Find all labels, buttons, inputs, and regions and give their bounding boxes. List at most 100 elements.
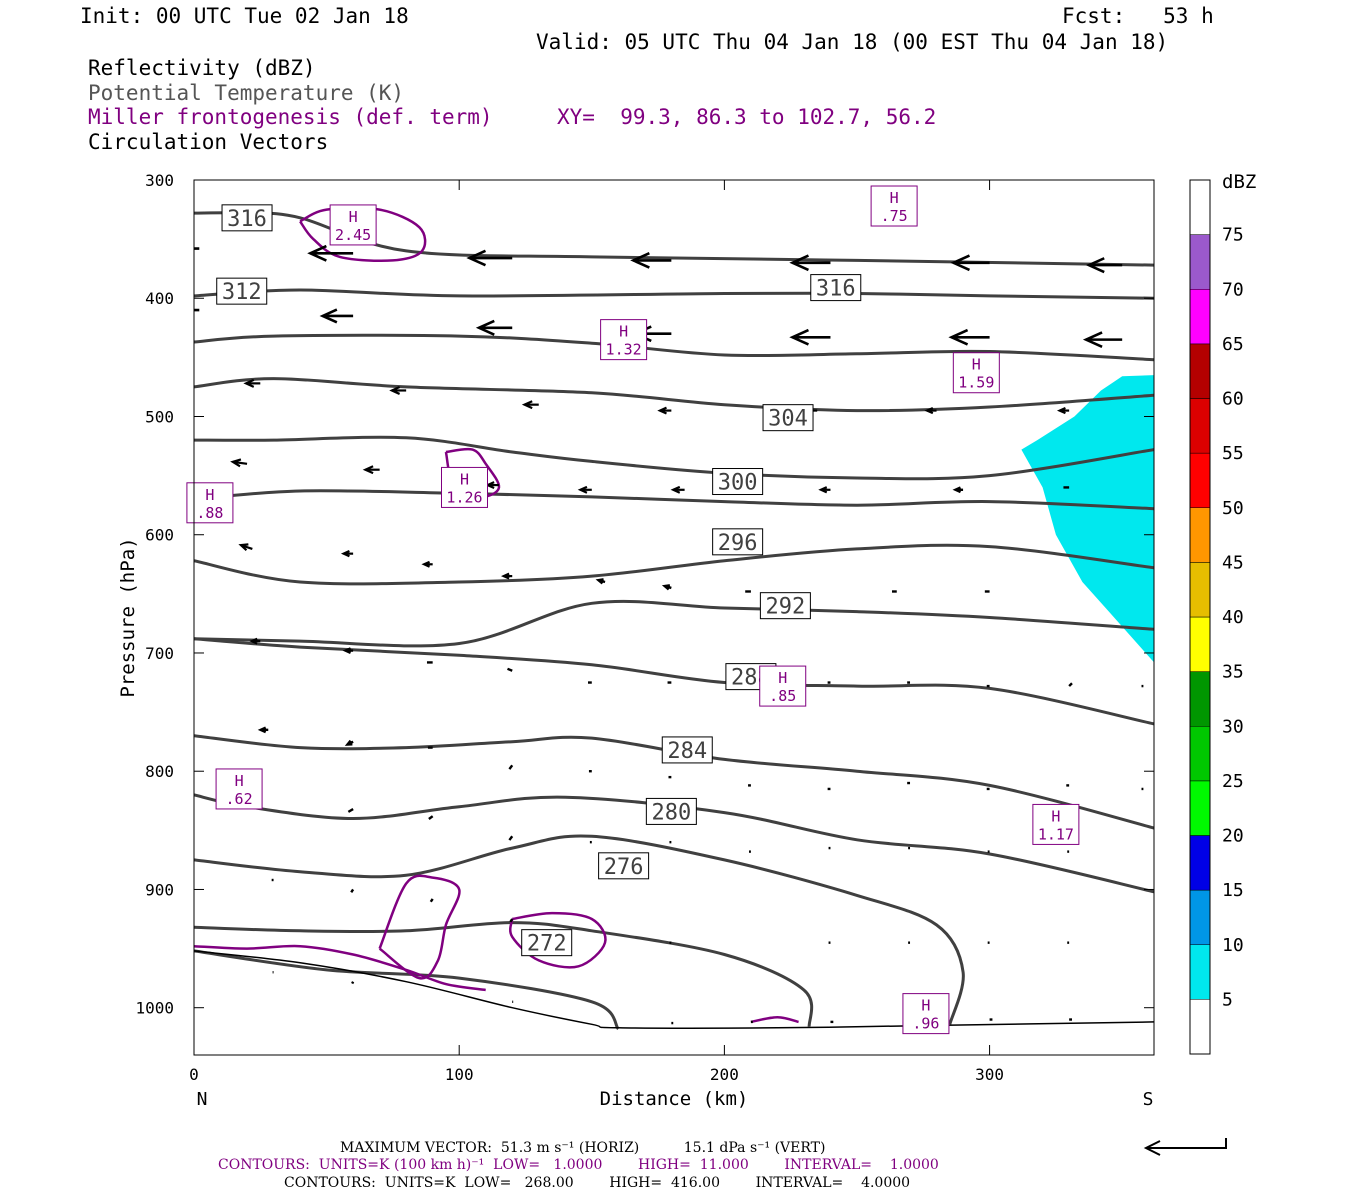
colorbar-level-label: 20: [1222, 826, 1244, 847]
frontogenesis-max-label: H.75: [870, 185, 918, 227]
y-tick-label: 900: [145, 880, 174, 899]
colorbar-level-label: 75: [1222, 225, 1244, 246]
theta-label: 292: [759, 592, 811, 620]
circulation-vector: [507, 667, 513, 672]
theta-line-5: [194, 489, 1154, 511]
frontogenesis-max-label: H.88: [186, 482, 234, 524]
circulation-vector: [347, 808, 354, 813]
circulation-vector: [342, 647, 354, 654]
x-tick-label: 0: [189, 1065, 199, 1084]
plot-frame: [193, 179, 1155, 1056]
colorbar-segment: [1189, 780, 1211, 836]
terrain-line: [194, 950, 1154, 1029]
theta-line-7: [194, 599, 1154, 648]
theta-line-9: [194, 734, 1154, 830]
colorbar-segment: [1189, 616, 1211, 672]
circulation-vector: [657, 406, 672, 415]
theta-label: 284: [661, 736, 713, 764]
circulation-vector: [508, 835, 514, 841]
theta-line-4: [194, 435, 1154, 481]
colorbar-segment: [1189, 889, 1211, 945]
svg-text:.85: .85: [769, 687, 796, 705]
colorbar-frame: [1189, 179, 1211, 1055]
colorbar-segment: [1189, 726, 1211, 782]
colorbar-level-label: 70: [1222, 279, 1244, 300]
colorbar-level-label: 40: [1222, 607, 1244, 628]
y-tick-label: 1000: [135, 999, 174, 1018]
svg-text:H: H: [205, 486, 214, 504]
circulation-vector: [924, 406, 937, 415]
y-tick-label: 300: [145, 171, 174, 190]
svg-text:1.59: 1.59: [958, 374, 994, 392]
legend-xy: XY= 99.3, 86.3 to 102.7, 56.2: [557, 105, 937, 129]
theta-label: 280: [645, 797, 697, 825]
theta-label: 296: [712, 528, 764, 556]
x-end-label-south: S: [1143, 1089, 1154, 1110]
axes: 300 400 500 600 700 800 900 1000 0 100 200 300 N S Dis…: [117, 171, 1154, 1110]
circulation-vector: [307, 244, 354, 262]
theta-label: 312: [216, 277, 268, 305]
reflectivity-area-0: [1021, 375, 1154, 663]
colorbar: 5 10 15 20 25 30 35 40 45 50 55 60 65 70 75 dBZ: [1189, 171, 1256, 1055]
circulation-vector: [501, 572, 513, 580]
frontogenesis-max-label: H.62: [215, 768, 263, 810]
circulation-vector: [421, 560, 433, 568]
circulation-vector: [948, 328, 990, 346]
circulation-vector: [1056, 406, 1070, 415]
x-end-label-north: N: [197, 1089, 208, 1110]
footer-max-vector: MAXIMUM VECTOR: 51.3 m s⁻¹ (HORIZ) 15.1 …: [340, 1140, 826, 1156]
circulation-vector: [362, 465, 380, 475]
colorbar-segment-below: [1190, 999, 1210, 1054]
footer-contours-theta: CONTOURS: UNITS=K LOW= 268.00 HIGH= 416.…: [284, 1175, 911, 1191]
x-tick-label: 200: [710, 1065, 739, 1084]
y-tick-label: 800: [145, 762, 174, 781]
reference-vector: [1143, 1138, 1227, 1156]
circulation-vector: [475, 319, 513, 336]
theta-line-10: [194, 793, 1154, 894]
theta-line-11: [194, 834, 965, 1025]
init-time: Init: 00 UTC Tue 02 Jan 18: [80, 4, 409, 28]
colorbar-level-label: 55: [1222, 443, 1244, 464]
svg-text:304: 304: [768, 407, 808, 432]
svg-text:280: 280: [651, 800, 691, 825]
svg-text:H: H: [460, 470, 469, 488]
circulation-vector: [429, 898, 434, 903]
circulation-vector: [351, 981, 355, 985]
theta-line-1: [194, 288, 1154, 300]
legend-circulation: Circulation Vectors: [88, 130, 329, 154]
legend-theta: Potential Temperature (K): [88, 81, 405, 105]
colorbar-segment: [1189, 234, 1211, 290]
colorbar-level-label: 10: [1222, 935, 1244, 956]
circulation-vector: [950, 254, 990, 272]
circulation-vector: [1082, 331, 1123, 349]
circulation-vector: [670, 485, 685, 494]
circulation-vector: [230, 458, 248, 468]
frontogenesis-max-label: H1.17: [1032, 803, 1080, 845]
svg-text:.88: .88: [196, 504, 223, 522]
circulation-vector: [243, 378, 261, 388]
circulation-vector: [238, 543, 253, 551]
svg-text:272: 272: [527, 932, 567, 957]
theta-line-8: [194, 637, 1154, 726]
circulation-vector: [249, 637, 261, 645]
circulation-vectors: [194, 244, 1144, 1025]
svg-text:1.26: 1.26: [446, 488, 482, 506]
frontogenesis-contours: [194, 206, 799, 1024]
circulation-vector: [257, 726, 269, 734]
svg-text:296: 296: [718, 531, 758, 556]
colorbar-level-label: 35: [1222, 662, 1244, 683]
colorbar-segment: [1189, 179, 1211, 235]
circulation-vector: [661, 584, 672, 591]
frontogenesis-max-label: H.85: [759, 665, 807, 707]
svg-text:H: H: [619, 323, 628, 341]
circulation-vector: [340, 550, 354, 558]
legend-miller: Miller frontogenesis (def. term): [88, 105, 493, 129]
colorbar-level-label: 50: [1222, 498, 1244, 519]
svg-text:1.32: 1.32: [606, 341, 642, 359]
frontogenesis-contour-2: [378, 874, 461, 980]
circulation-vector: [509, 918, 514, 923]
svg-text:316: 316: [227, 207, 267, 232]
frontogenesis-contour-3: [509, 911, 607, 969]
svg-text:.62: .62: [226, 790, 253, 808]
svg-text:300: 300: [718, 471, 758, 496]
